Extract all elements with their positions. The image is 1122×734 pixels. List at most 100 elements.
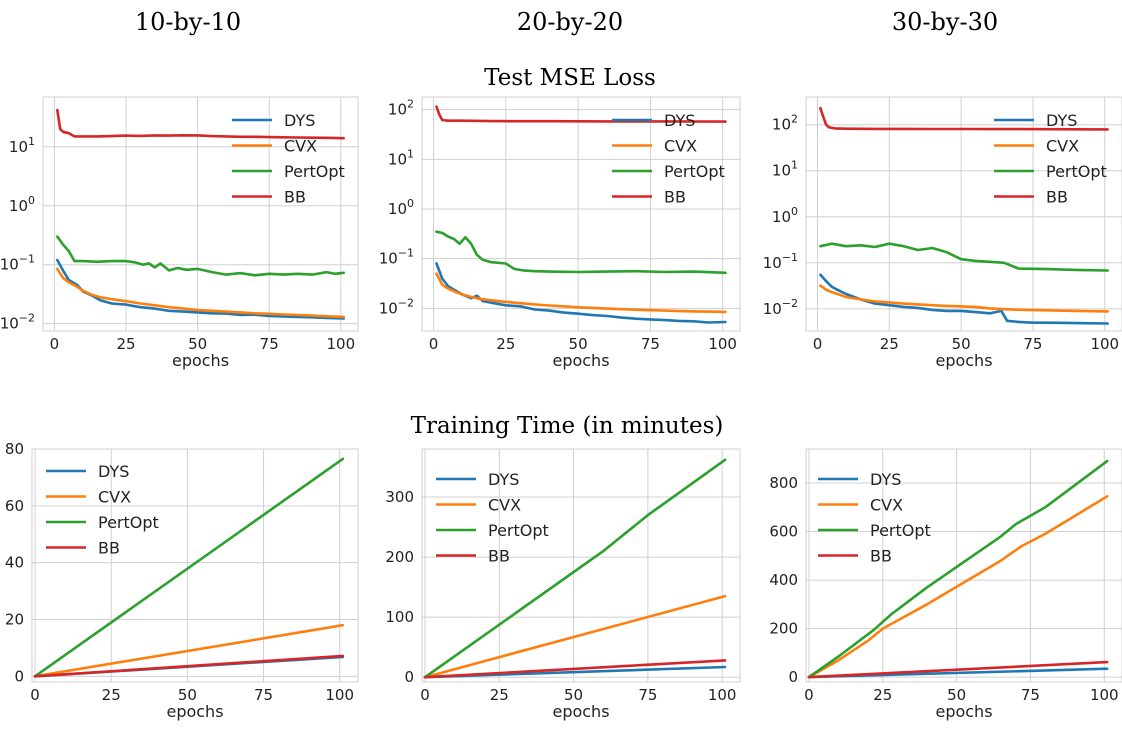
legend: DYS CVX PertOpt BB xyxy=(994,111,1107,207)
x-axis-label: epochs xyxy=(552,351,609,370)
y-tick-label: 80 xyxy=(5,440,24,458)
legend-label-bb: BB xyxy=(1046,188,1068,207)
y-tick-label: 100 xyxy=(772,205,798,226)
x-tick-label: 75 xyxy=(641,335,660,353)
plot-frame xyxy=(421,448,741,683)
chart-panel-5: 0 25 50 75 100 0 200 400 600 800 epochs DYS CVX PertO… xyxy=(769,448,1122,721)
x-tick-label: 0 xyxy=(420,686,430,704)
series-line-pertopt xyxy=(807,459,1109,679)
legend-label-bb: BB xyxy=(488,547,510,566)
column-title-10: 10-by-10 xyxy=(135,8,241,36)
row-title-mse: Test MSE Loss xyxy=(484,65,656,91)
legend-label-dys: DYS xyxy=(664,111,695,130)
legend-label-dys: DYS xyxy=(98,462,129,481)
series-line-bb xyxy=(435,105,727,123)
x-tick-label: 50 xyxy=(188,335,207,353)
series-line-bb xyxy=(33,654,345,678)
legend: DYS CVX PertOpt BB xyxy=(232,111,345,207)
y-tick-label: 102 xyxy=(388,98,414,119)
x-tick-label: 25 xyxy=(116,335,135,353)
plot-frame xyxy=(805,96,1122,332)
x-tick-label: 50 xyxy=(952,335,971,353)
series-line-cvx xyxy=(819,284,1109,313)
series-line-cvx xyxy=(55,267,346,319)
series-line-dys xyxy=(819,273,1109,325)
y-tick-label: 100 xyxy=(388,197,414,218)
y-tick-label: 100 xyxy=(385,608,414,626)
chart-panel-1: 0 25 50 75 100 10−2 10−1 100 101 102 epochs DYS CVX P… xyxy=(379,96,741,370)
y-tick-label: 10−2 xyxy=(0,312,35,333)
row-title-time: Training Time (in minutes) xyxy=(411,413,724,439)
series-line-pertopt xyxy=(423,458,727,679)
plot-frame xyxy=(421,96,741,332)
y-tick-label: 101 xyxy=(9,135,35,156)
legend-label-dys: DYS xyxy=(870,470,901,489)
chart-panel-3: 0 25 50 75 100 0 20 40 60 80 epochs DYS CVX PertOpt BB xyxy=(5,440,359,721)
series-line-cvx xyxy=(423,594,727,679)
column-title-30: 30-by-30 xyxy=(892,8,998,36)
x-axis-label: epochs xyxy=(172,351,229,370)
chart-panel-0: 0 25 50 75 100 10−2 10−1 100 101 epochs DYS CVX Pert… xyxy=(0,96,359,370)
chart-panels: 0 25 50 75 100 10−2 10−1 100 101 epochs DYS CVX Pert… xyxy=(0,96,1122,721)
series-line-bb xyxy=(819,106,1109,131)
x-tick-label: 0 xyxy=(429,335,439,353)
plot-frame xyxy=(805,448,1122,683)
x-tick-label: 25 xyxy=(490,686,509,704)
plot-frame xyxy=(31,448,359,683)
y-tick-label: 0 xyxy=(788,668,798,686)
y-tick-label: 200 xyxy=(769,620,798,638)
x-tick-label: 25 xyxy=(880,335,899,353)
y-tick-label: 10−1 xyxy=(763,251,798,272)
series-line-cvx xyxy=(807,494,1109,679)
legend-label-bb: BB xyxy=(870,547,892,566)
y-tick-label: 60 xyxy=(5,497,24,515)
legend-label-bb: BB xyxy=(284,188,306,207)
x-axis-label: epochs xyxy=(935,351,992,370)
x-axis-label: epochs xyxy=(552,702,609,721)
x-tick-label: 0 xyxy=(30,686,40,704)
series-line-pertopt xyxy=(33,457,345,678)
y-tick-label: 10−1 xyxy=(0,253,35,274)
x-tick-label: 100 xyxy=(708,335,737,353)
legend: DYS CVX PertOpt BB xyxy=(436,470,549,566)
legend-label-cvx: CVX xyxy=(1046,137,1079,156)
y-tick-label: 600 xyxy=(769,523,798,541)
y-tick-label: 100 xyxy=(9,194,35,215)
y-tick-label: 300 xyxy=(385,488,414,506)
x-tick-label: 25 xyxy=(102,686,121,704)
legend-label-bb: BB xyxy=(664,188,686,207)
series-line-pertopt xyxy=(819,242,1109,272)
x-tick-label: 75 xyxy=(1021,686,1040,704)
legend-label-cvx: CVX xyxy=(98,488,131,507)
x-tick-label: 25 xyxy=(873,686,892,704)
y-tick-label: 101 xyxy=(388,147,414,168)
x-tick-label: 100 xyxy=(326,335,355,353)
x-tick-label: 100 xyxy=(1090,686,1119,704)
y-tick-label: 101 xyxy=(772,159,798,180)
series-line-bb xyxy=(423,659,727,679)
x-tick-label: 75 xyxy=(260,335,279,353)
x-axis-label: epochs xyxy=(935,702,992,721)
x-tick-label: 100 xyxy=(1090,335,1119,353)
chart-panel-2: 0 25 50 75 100 10−2 10−1 100 101 102 epochs DYS CVX P… xyxy=(763,96,1122,370)
x-tick-label: 25 xyxy=(496,335,515,353)
legend: DYS CVX PertOpt BB xyxy=(46,462,159,558)
x-tick-label: 0 xyxy=(813,335,823,353)
x-tick-label: 75 xyxy=(1023,335,1042,353)
series-line-bb xyxy=(807,660,1109,679)
legend-label-dys: DYS xyxy=(488,470,519,489)
series-line-bb xyxy=(55,108,346,140)
y-tick-label: 10−2 xyxy=(379,296,414,317)
legend-label-dys: DYS xyxy=(284,111,315,130)
legend-label-cvx: CVX xyxy=(664,137,697,156)
y-tick-label: 20 xyxy=(5,610,24,628)
y-tick-label: 0 xyxy=(14,667,24,685)
legend-label-dys: DYS xyxy=(1046,111,1077,130)
series-line-cvx xyxy=(33,623,345,678)
legend: DYS CVX PertOpt BB xyxy=(818,470,931,566)
legend-label-bb: BB xyxy=(98,539,120,558)
legend-label-pertopt: PertOpt xyxy=(98,513,159,532)
legend-label-cvx: CVX xyxy=(284,137,317,156)
x-tick-label: 75 xyxy=(638,686,657,704)
